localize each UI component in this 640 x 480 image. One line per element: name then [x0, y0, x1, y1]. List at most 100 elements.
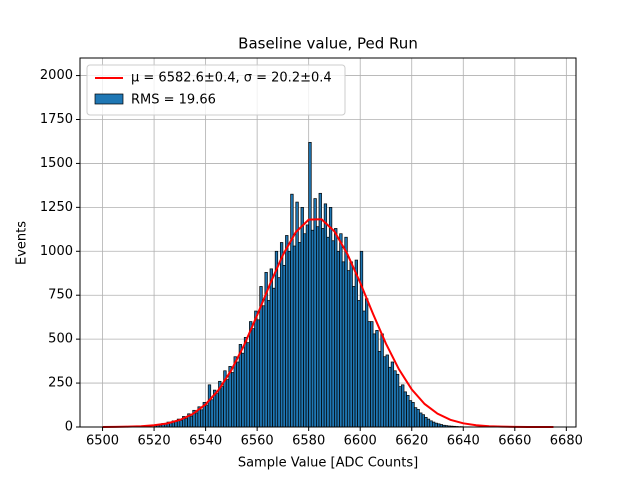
bar	[238, 344, 243, 428]
legend-label: μ = 6582.6±0.4, σ = 20.2±0.4	[131, 71, 332, 86]
legend-box	[86, 64, 346, 116]
y-tick-label: 2000	[40, 68, 73, 83]
x-tick-label: 6620	[395, 434, 428, 449]
bar	[341, 261, 346, 428]
chart-title: Baseline value, Ped Run	[238, 35, 418, 53]
bar	[246, 342, 250, 428]
bar	[189, 415, 194, 428]
y-tick-label: 1000	[40, 244, 73, 259]
bar	[287, 250, 291, 428]
legend: μ = 6582.6±0.4, σ = 20.2±0.4 RMS = 19.66	[86, 64, 346, 116]
bar	[184, 418, 188, 428]
bar	[179, 419, 183, 428]
bar	[411, 402, 415, 428]
y-tick-label: 750	[48, 288, 73, 303]
bar	[174, 421, 178, 428]
bar	[251, 328, 255, 428]
bar	[300, 207, 304, 428]
bar	[303, 233, 307, 428]
bar	[390, 361, 395, 428]
bar	[207, 384, 212, 428]
bar	[210, 399, 214, 428]
ticks: 6500 6520 6540 6560 6580 6600 6620 6640 6660 6680…	[40, 68, 583, 448]
bar	[354, 259, 358, 428]
x-tick-label: 6560	[241, 434, 274, 449]
bar	[256, 319, 261, 428]
bar	[375, 330, 379, 428]
x-tick-label: 6540	[189, 434, 222, 449]
bar	[200, 409, 204, 428]
bar	[370, 321, 374, 428]
bar	[416, 409, 420, 428]
bar	[231, 372, 235, 428]
bar	[367, 321, 371, 428]
bar	[228, 366, 232, 428]
bar	[254, 310, 258, 428]
bar	[269, 268, 273, 428]
bar	[261, 305, 266, 428]
bar	[385, 354, 389, 428]
bar	[249, 321, 253, 428]
bar	[236, 361, 240, 428]
bar	[243, 337, 248, 428]
bar	[388, 366, 392, 428]
bar	[334, 228, 338, 428]
bar	[323, 203, 328, 428]
bar	[318, 192, 322, 428]
bar	[398, 386, 402, 428]
bar	[295, 201, 299, 428]
bar	[383, 356, 387, 428]
bar	[220, 386, 224, 428]
bar	[344, 236, 348, 428]
bar	[279, 242, 284, 428]
bar	[331, 240, 335, 428]
bar	[365, 298, 369, 428]
bar	[372, 333, 377, 428]
bar	[408, 400, 413, 428]
bar	[321, 228, 325, 428]
bar	[424, 416, 428, 428]
bar	[336, 250, 340, 428]
bar	[241, 352, 245, 428]
bar	[406, 395, 410, 428]
x-tick-label: 6500	[86, 434, 119, 449]
bar	[205, 404, 209, 428]
y-tick-label: 1500	[40, 156, 73, 171]
bar	[419, 412, 423, 428]
bar	[346, 270, 351, 428]
y-tick-label: 1250	[40, 200, 73, 215]
bar	[362, 310, 366, 428]
bar	[298, 242, 302, 428]
bar	[313, 198, 317, 428]
bar	[357, 300, 361, 428]
bar	[285, 235, 289, 428]
bar	[305, 224, 310, 428]
bar	[413, 407, 418, 428]
fit	[102, 218, 554, 428]
bar	[339, 233, 343, 428]
fit-line	[102, 218, 554, 428]
bar	[290, 193, 294, 428]
y-tick-label: 500	[48, 332, 73, 347]
bar	[359, 250, 364, 428]
x-axis-label: Sample Value [ADC Counts]	[238, 456, 418, 471]
x-tick-label: 6680	[550, 434, 583, 449]
bar	[326, 236, 330, 428]
legend-swatch	[94, 93, 124, 105]
bar	[395, 373, 400, 428]
bar	[352, 286, 356, 428]
bar	[310, 229, 315, 428]
bar	[267, 300, 271, 428]
bar	[401, 384, 405, 428]
y-tick-label: 0	[65, 420, 73, 435]
y-axis-label: Events	[15, 221, 30, 265]
bar	[349, 261, 353, 428]
bar	[215, 393, 219, 428]
bar	[426, 418, 431, 428]
bar	[432, 421, 436, 428]
bar	[308, 141, 312, 428]
x-tick-label: 6600	[344, 434, 377, 449]
x-tick-label: 6640	[447, 434, 480, 449]
